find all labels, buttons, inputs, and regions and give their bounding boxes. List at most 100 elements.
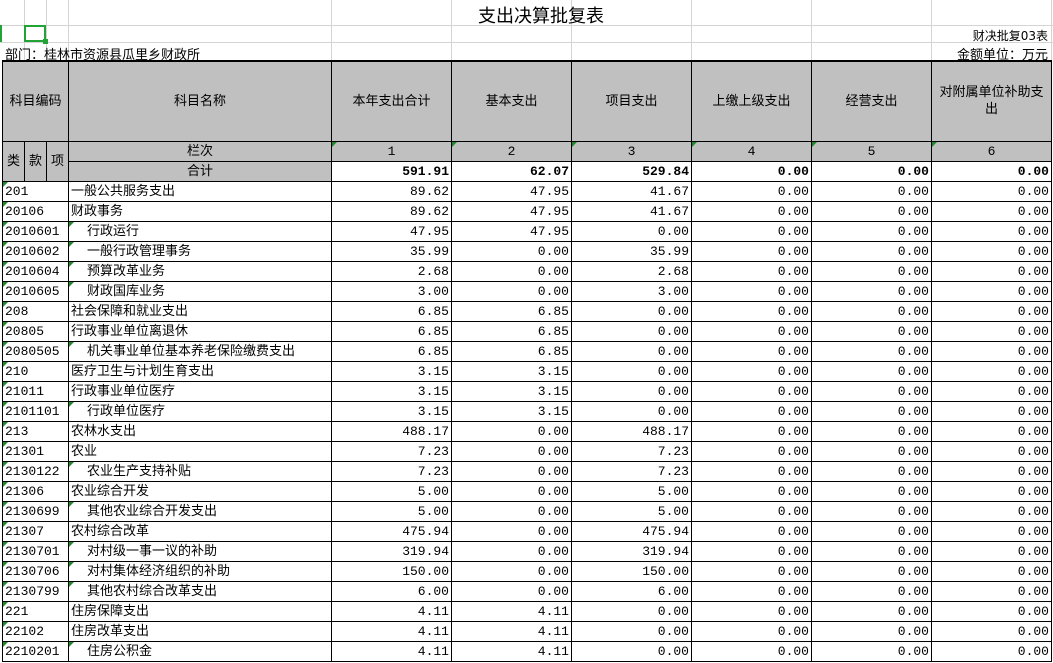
amount-cell[interactable]: 150.00 xyxy=(571,560,692,582)
amount-cell[interactable]: 5.00 xyxy=(331,500,452,522)
amount-cell[interactable]: 475.94 xyxy=(331,520,452,542)
amount-cell[interactable]: 0.00 xyxy=(451,440,572,462)
amount-cell[interactable]: 0.00 xyxy=(811,480,932,502)
amount-cell[interactable]: 0.00 xyxy=(931,440,1052,462)
subject-code[interactable]: 21011 xyxy=(2,380,69,402)
amount-cell[interactable]: 5.00 xyxy=(331,480,452,502)
amount-cell[interactable]: 4.11 xyxy=(451,640,572,662)
amount-cell[interactable]: 3.15 xyxy=(451,360,572,382)
amount-cell[interactable]: 475.94 xyxy=(571,520,692,542)
amount-cell[interactable]: 0.00 xyxy=(691,600,812,622)
amount-cell[interactable]: 3.15 xyxy=(331,400,452,422)
amount-cell[interactable]: 6.85 xyxy=(331,340,452,362)
amount-cell[interactable]: 41.67 xyxy=(571,200,692,222)
amount-cell[interactable]: 0.00 xyxy=(811,440,932,462)
amount-cell[interactable]: 0.00 xyxy=(811,260,932,282)
amount-cell[interactable]: 0.00 xyxy=(691,620,812,642)
header-name[interactable]: 科目名称 xyxy=(68,60,332,142)
column-number[interactable]: 6 xyxy=(931,140,1052,162)
subject-name[interactable]: 农村综合改革 xyxy=(68,520,332,542)
header-xiang[interactable]: 项 xyxy=(46,140,69,182)
amount-cell[interactable]: 0.00 xyxy=(931,480,1052,502)
amount-cell[interactable]: 89.62 xyxy=(331,180,452,202)
amount-cell[interactable]: 0.00 xyxy=(811,380,932,402)
subject-name[interactable]: 其他农业综合开发支出 xyxy=(68,500,332,522)
column-number[interactable]: 2 xyxy=(451,140,572,162)
amount-cell[interactable]: 6.85 xyxy=(451,320,572,342)
amount-cell[interactable]: 0.00 xyxy=(931,260,1052,282)
amount-cell[interactable]: 0.00 xyxy=(811,520,932,542)
amount-cell[interactable]: 0.00 xyxy=(691,560,812,582)
amount-cell[interactable]: 6.85 xyxy=(331,320,452,342)
header-kuan[interactable]: 款 xyxy=(24,140,47,182)
amount-cell[interactable]: 47.95 xyxy=(331,220,452,242)
subject-name[interactable]: 机关事业单位基本养老保险缴费支出 xyxy=(68,340,332,362)
amount-cell[interactable]: 3.00 xyxy=(331,280,452,302)
total-value[interactable]: 62.07 xyxy=(451,160,572,182)
amount-cell[interactable]: 3.00 xyxy=(571,280,692,302)
amount-cell[interactable]: 4.11 xyxy=(451,600,572,622)
amount-cell[interactable]: 6.85 xyxy=(331,300,452,322)
subject-code[interactable]: 213 xyxy=(2,420,69,442)
amount-cell[interactable]: 0.00 xyxy=(451,580,572,602)
total-value[interactable]: 529.84 xyxy=(571,160,692,182)
amount-cell[interactable]: 0.00 xyxy=(931,460,1052,482)
amount-cell[interactable]: 0.00 xyxy=(931,300,1052,322)
amount-cell[interactable]: 0.00 xyxy=(691,420,812,442)
amount-cell[interactable]: 0.00 xyxy=(931,220,1052,242)
amount-cell[interactable]: 0.00 xyxy=(451,540,572,562)
amount-cell[interactable]: 0.00 xyxy=(451,480,572,502)
header-code[interactable]: 科目编码 xyxy=(2,60,69,142)
amount-cell[interactable]: 0.00 xyxy=(931,580,1052,602)
subject-name[interactable]: 一般行政管理事务 xyxy=(68,240,332,262)
subject-code[interactable]: 208 xyxy=(2,300,69,322)
subject-code[interactable]: 2010604 xyxy=(2,260,69,282)
subject-name[interactable]: 住房改革支出 xyxy=(68,620,332,642)
amount-cell[interactable]: 0.00 xyxy=(811,320,932,342)
column-number[interactable]: 5 xyxy=(811,140,932,162)
amount-cell[interactable]: 6.00 xyxy=(331,580,452,602)
amount-cell[interactable]: 0.00 xyxy=(931,400,1052,422)
subject-name[interactable]: 行政单位医疗 xyxy=(68,400,332,422)
amount-cell[interactable]: 0.00 xyxy=(811,580,932,602)
amount-cell[interactable]: 5.00 xyxy=(571,500,692,522)
amount-cell[interactable]: 35.99 xyxy=(571,240,692,262)
amount-cell[interactable]: 41.67 xyxy=(571,180,692,202)
amount-cell[interactable]: 0.00 xyxy=(811,600,932,622)
amount-cell[interactable]: 0.00 xyxy=(451,520,572,542)
amount-cell[interactable]: 0.00 xyxy=(691,520,812,542)
amount-cell[interactable]: 0.00 xyxy=(931,520,1052,542)
amount-cell[interactable]: 0.00 xyxy=(451,240,572,262)
amount-cell[interactable]: 3.15 xyxy=(451,380,572,402)
amount-cell[interactable]: 0.00 xyxy=(811,180,932,202)
amount-cell[interactable]: 0.00 xyxy=(571,340,692,362)
amount-cell[interactable]: 6.00 xyxy=(571,580,692,602)
amount-cell[interactable]: 0.00 xyxy=(931,360,1052,382)
subject-code[interactable]: 2010602 xyxy=(2,240,69,262)
subject-name[interactable]: 对村级一事一议的补助 xyxy=(68,540,332,562)
amount-cell[interactable]: 6.85 xyxy=(451,300,572,322)
amount-cell[interactable]: 47.95 xyxy=(451,200,572,222)
amount-cell[interactable]: 0.00 xyxy=(811,300,932,322)
amount-cell[interactable]: 0.00 xyxy=(571,640,692,662)
subject-name[interactable]: 农业生产支持补贴 xyxy=(68,460,332,482)
amount-cell[interactable]: 0.00 xyxy=(691,240,812,262)
amount-cell[interactable]: 0.00 xyxy=(811,540,932,562)
subject-code[interactable]: 2130122 xyxy=(2,460,69,482)
total-value[interactable]: 591.91 xyxy=(331,160,452,182)
amount-cell[interactable]: 0.00 xyxy=(811,360,932,382)
amount-cell[interactable]: 0.00 xyxy=(691,260,812,282)
total-value[interactable]: 0.00 xyxy=(811,160,932,182)
amount-cell[interactable]: 0.00 xyxy=(691,320,812,342)
amount-cell[interactable]: 0.00 xyxy=(451,460,572,482)
subject-name[interactable]: 财政事务 xyxy=(68,200,332,222)
subject-name[interactable]: 农业综合开发 xyxy=(68,480,332,502)
subject-name[interactable]: 行政运行 xyxy=(68,220,332,242)
subject-name[interactable]: 农业 xyxy=(68,440,332,462)
amount-cell[interactable]: 0.00 xyxy=(691,200,812,222)
header-lanci[interactable]: 栏次 xyxy=(68,140,332,162)
amount-cell[interactable]: 0.00 xyxy=(691,180,812,202)
amount-cell[interactable]: 4.11 xyxy=(331,640,452,662)
amount-cell[interactable]: 0.00 xyxy=(571,360,692,382)
header-col-5[interactable]: 经营支出 xyxy=(811,60,932,142)
